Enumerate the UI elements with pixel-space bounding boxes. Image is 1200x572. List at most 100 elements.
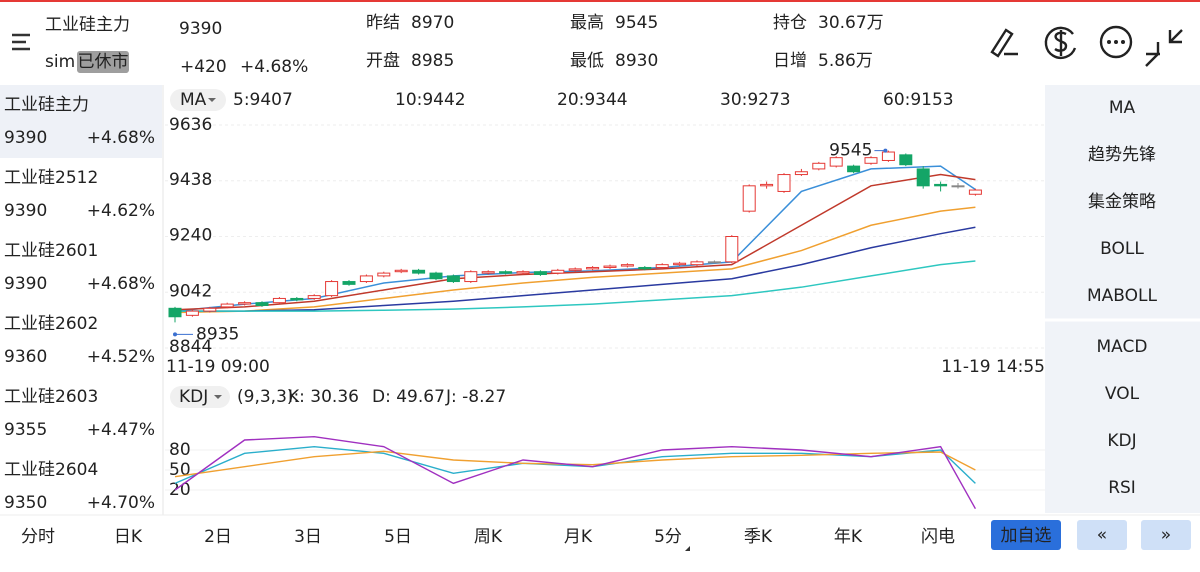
candle-body — [951, 185, 965, 188]
candle-body — [847, 165, 861, 173]
stat-value: 8985 — [411, 51, 454, 71]
next-label: » — [1161, 525, 1171, 545]
stat-value: 8930 — [615, 51, 658, 71]
period-tab[interactable]: 5日 — [384, 527, 412, 547]
caret — [208, 98, 216, 102]
candle-body — [499, 271, 513, 274]
period-tab[interactable]: 闪电 — [921, 527, 955, 547]
side-item[interactable]: VOL — [1105, 384, 1140, 404]
watch-price: 9390 — [4, 128, 47, 148]
collapse-icon[interactable] — [1145, 29, 1183, 67]
side-panel — [1045, 85, 1200, 513]
candle-body — [568, 268, 582, 271]
period-tab[interactable]: 季K — [744, 527, 773, 547]
menu-icon[interactable] — [12, 33, 30, 51]
watch-price: 9390 — [4, 201, 47, 221]
candle-body — [968, 189, 982, 195]
side-item[interactable]: MACD — [1097, 337, 1148, 357]
period-tab[interactable]: 年K — [834, 527, 863, 547]
stat-label: 开盘 — [366, 51, 400, 71]
low-dot — [173, 332, 177, 337]
pen — [990, 28, 1018, 58]
watch-pct: +4.47% — [87, 420, 155, 440]
watch-name[interactable]: 工业硅2512 — [4, 168, 98, 188]
high-label: 9545 — [829, 141, 872, 161]
indicator: MA — [180, 90, 207, 110]
y-tick-label: 9438 — [169, 170, 212, 190]
side-item[interactable]: BOLL — [1100, 239, 1144, 259]
period-tab[interactable]: 2日 — [204, 527, 232, 547]
watch-name[interactable]: 工业硅2603 — [4, 387, 98, 407]
kdj-params: (9,3,3): — [237, 387, 299, 407]
watch-name[interactable]: 工业硅2601 — [4, 241, 98, 261]
ma-line — [175, 226, 976, 312]
candle-body — [185, 310, 199, 316]
side-item[interactable]: MA — [1109, 98, 1136, 118]
indicator-pill[interactable] — [170, 89, 226, 111]
prev-label: « — [1097, 525, 1107, 545]
candle-body — [742, 185, 756, 212]
kdj-label: J: -8.27 — [445, 387, 506, 407]
side-item[interactable]: MABOLL — [1087, 286, 1158, 306]
candle-body — [533, 271, 547, 276]
prev-button[interactable] — [1077, 520, 1127, 550]
watch-active — [0, 85, 162, 158]
candle-body — [673, 262, 687, 266]
arrows — [1145, 29, 1183, 67]
period-tab[interactable]: 分时 — [21, 527, 55, 547]
kdj-tick: 50 — [169, 460, 191, 480]
watch-name[interactable]: 工业硅2602 — [4, 314, 98, 334]
side-item[interactable]: 集金策略 — [1088, 192, 1156, 212]
currency-icon[interactable] — [1044, 26, 1077, 60]
candle-body — [481, 271, 495, 274]
side-item[interactable]: KDJ — [1107, 431, 1136, 451]
period-tab[interactable]: 5分 — [654, 527, 682, 547]
candle-body — [551, 269, 565, 274]
watch-pct: +4.68% — [87, 274, 155, 294]
sim-tag: sim — [45, 52, 75, 72]
dot — [1114, 40, 1118, 44]
candle-body — [638, 266, 652, 270]
candle-body — [203, 307, 217, 312]
candle-body — [725, 236, 739, 263]
candle-body — [168, 307, 182, 318]
next-button[interactable] — [1141, 520, 1191, 550]
candle-body — [238, 302, 252, 305]
ma-label: 20:9344 — [557, 90, 628, 110]
kdj-label: D: 49.67 — [372, 387, 445, 407]
period-tab[interactable]: 3日 — [294, 527, 322, 547]
draw-icon[interactable] — [990, 28, 1018, 58]
candle-body — [342, 281, 356, 285]
candle-body — [377, 272, 391, 277]
kdj-line — [174, 450, 976, 478]
side-item[interactable]: 趋势先锋 — [1088, 145, 1156, 165]
add-button[interactable] — [991, 520, 1061, 550]
candle-body — [359, 275, 373, 283]
candle-body — [290, 297, 304, 301]
candle-body — [690, 261, 704, 266]
period-tab[interactable]: 月K — [564, 527, 593, 547]
watch-pct: +4.62% — [87, 201, 155, 221]
price: 9390 — [179, 19, 222, 39]
stat-label: 持仓 — [773, 13, 807, 33]
ma-label: 5:9407 — [233, 90, 293, 110]
ma-label: 60:9153 — [883, 90, 954, 110]
candle-body — [255, 302, 269, 306]
change: +420 — [180, 57, 227, 77]
watch-name[interactable]: 工业硅主力 — [4, 95, 89, 115]
kdj-line — [174, 435, 977, 510]
contract-name: 工业硅主力 — [45, 15, 130, 35]
side-item[interactable]: RSI — [1108, 478, 1136, 498]
tab-caret — [685, 546, 690, 551]
candle-body — [412, 269, 426, 274]
circle-arrow — [1044, 26, 1077, 60]
candle-body — [707, 261, 721, 264]
menu-lines — [12, 33, 30, 51]
period-tab[interactable]: 日K — [114, 527, 143, 547]
more-icon[interactable] — [1099, 25, 1133, 59]
watch-name[interactable]: 工业硅2604 — [4, 460, 98, 480]
period-tab[interactable]: 周K — [474, 527, 503, 547]
kdj-pill[interactable] — [170, 386, 230, 408]
candle-body — [864, 157, 878, 164]
